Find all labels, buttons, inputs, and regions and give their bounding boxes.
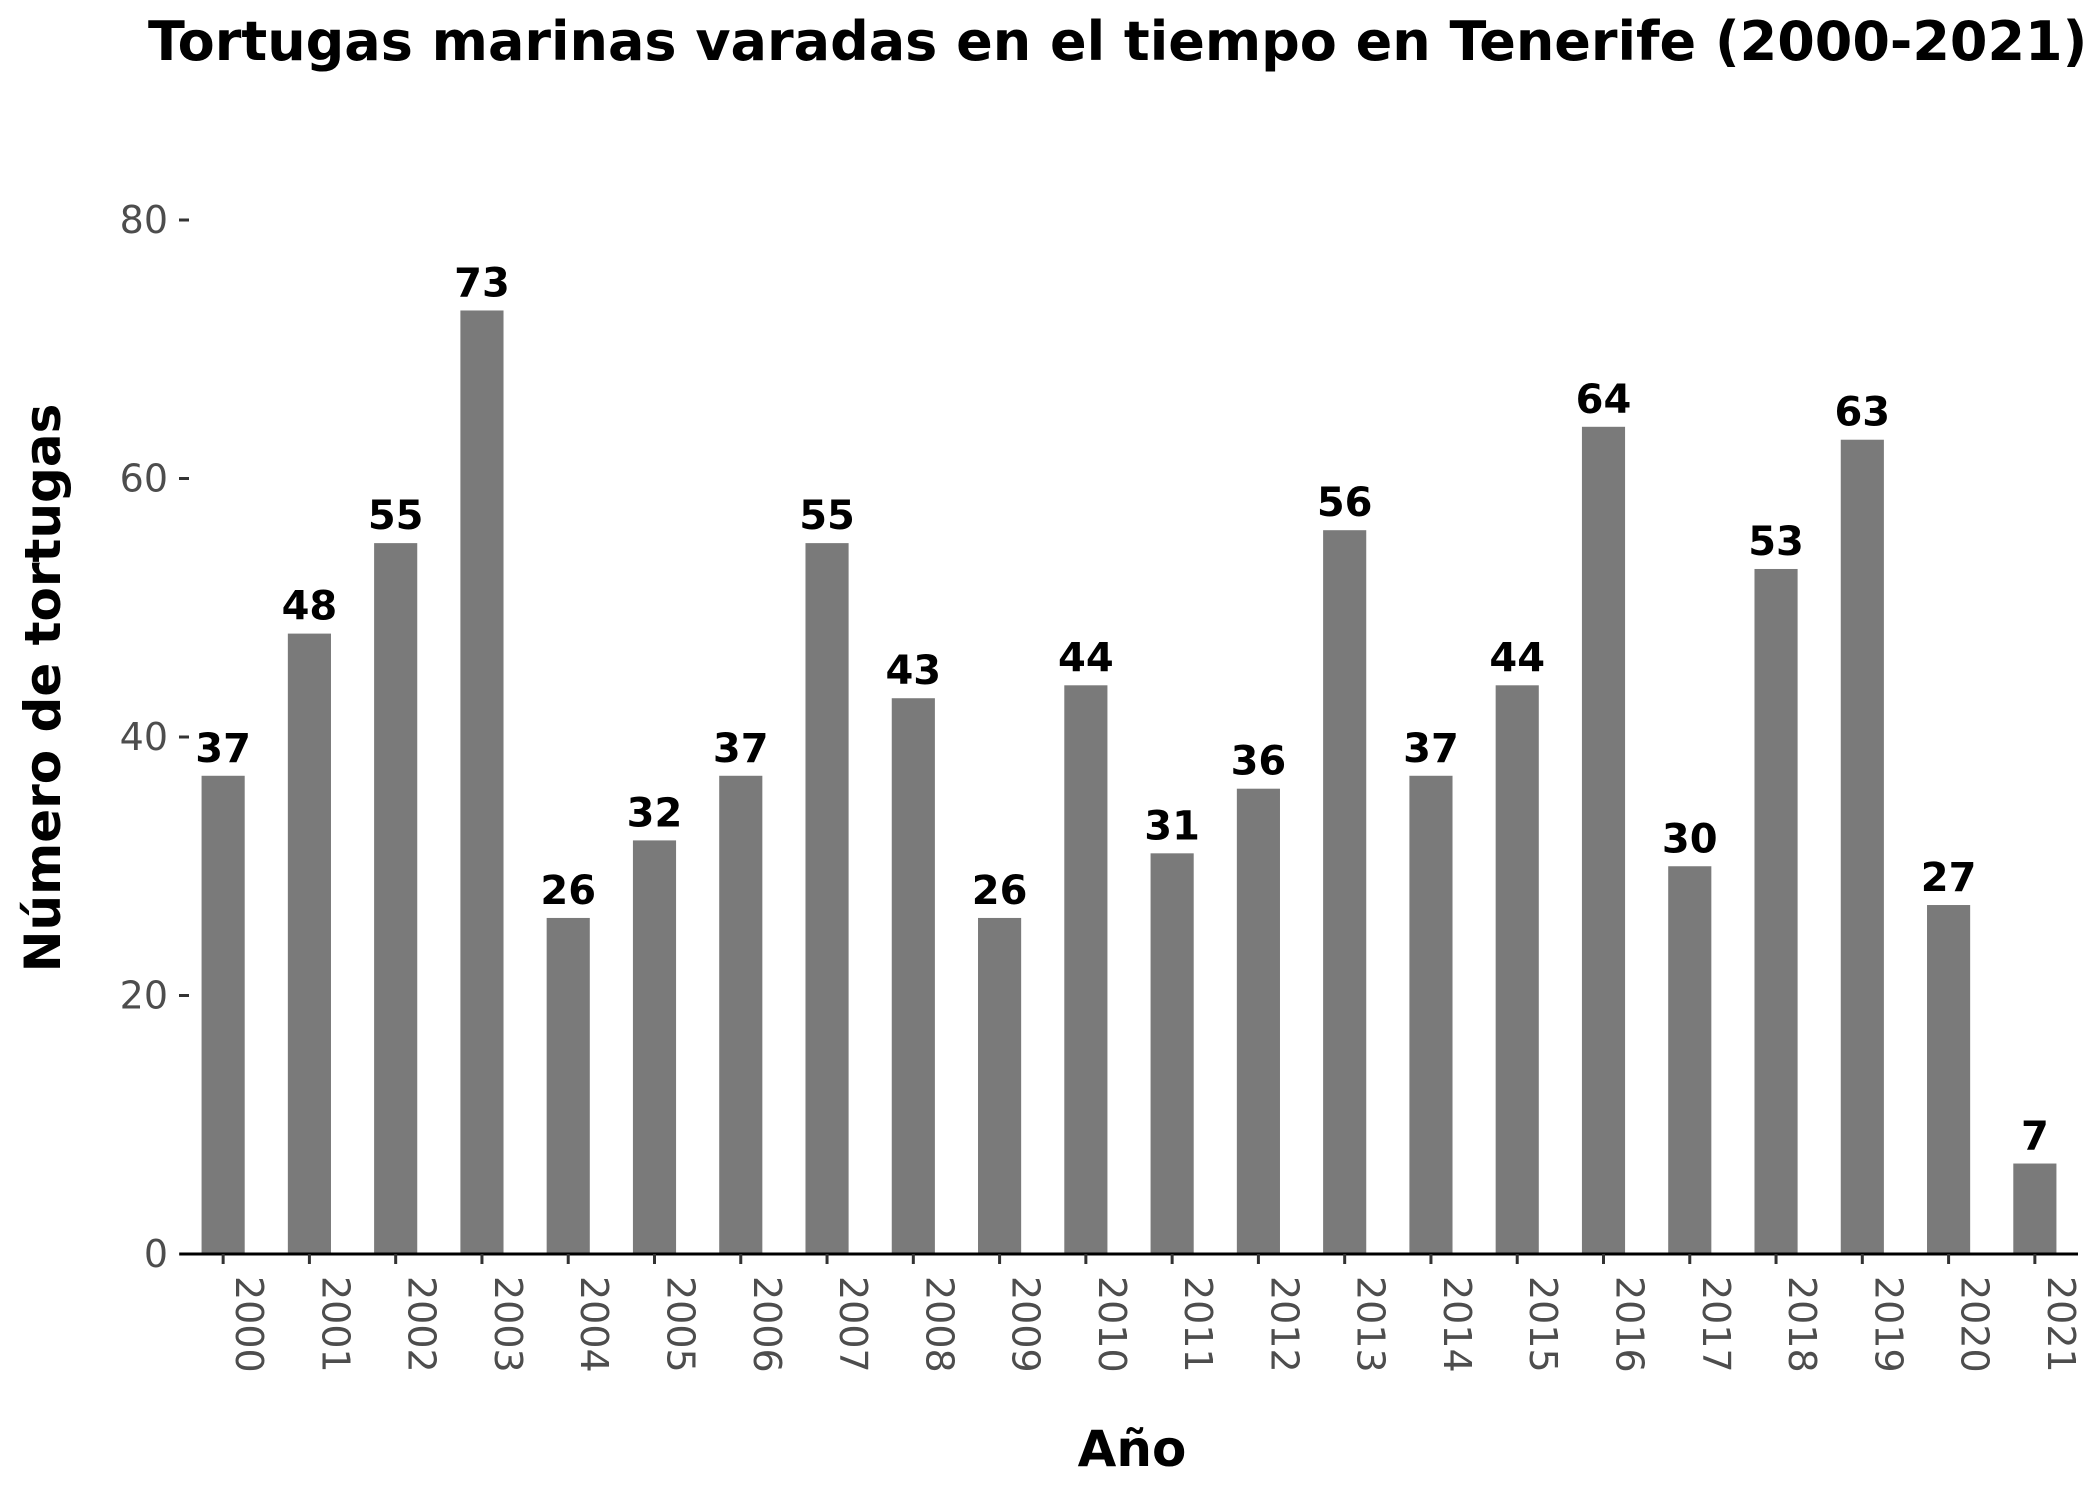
x-tick-label: 2020 bbox=[1953, 1276, 1997, 1373]
data-label: 63 bbox=[1834, 390, 1890, 436]
data-labels-group: 37 48 55 73 26 32 37 55 43 26 44 31 36 56 37 44 64 30 53 63… bbox=[195, 260, 2048, 1159]
bar bbox=[719, 775, 763, 1254]
bar bbox=[1150, 853, 1194, 1254]
bar bbox=[1236, 788, 1280, 1254]
x-tick-label: 2012 bbox=[1262, 1276, 1306, 1373]
x-tick-label: 2017 bbox=[1694, 1276, 1738, 1373]
bar bbox=[1927, 905, 1971, 1254]
x-tick-label: 2018 bbox=[1780, 1276, 1824, 1373]
bar bbox=[201, 775, 245, 1254]
y-axis: 0 20 40 60 80 bbox=[120, 198, 189, 1276]
data-label: 27 bbox=[1921, 855, 1977, 901]
x-tick-label: 2005 bbox=[659, 1276, 703, 1373]
data-label: 36 bbox=[1231, 739, 1287, 785]
data-label: 37 bbox=[713, 726, 769, 772]
bar bbox=[1581, 426, 1626, 1254]
bar bbox=[374, 543, 418, 1254]
data-label: 26 bbox=[972, 868, 1028, 914]
x-tick-label: 2021 bbox=[2039, 1276, 2083, 1373]
bar bbox=[1323, 530, 1367, 1254]
data-label: 53 bbox=[1748, 519, 1804, 565]
data-label: 55 bbox=[799, 493, 855, 539]
x-tick-label: 2003 bbox=[486, 1276, 530, 1373]
x-tick-label: 2010 bbox=[1090, 1276, 1134, 1373]
data-label: 44 bbox=[1489, 635, 1545, 681]
data-label: 64 bbox=[1576, 377, 1632, 423]
bar bbox=[1840, 439, 1884, 1255]
x-axis: 2000 2001 2002 2003 2004 2005 2006 2007 2008 2009… bbox=[221, 1254, 2083, 1373]
bars-group bbox=[201, 310, 2057, 1255]
x-tick-label: 2001 bbox=[313, 1276, 357, 1373]
x-tick-label: 2019 bbox=[1866, 1276, 1910, 1373]
y-axis-title: Número de tortugas bbox=[14, 404, 72, 973]
data-label: 7 bbox=[2021, 1114, 2049, 1160]
data-label: 44 bbox=[1058, 635, 1114, 681]
x-tick-label: 2015 bbox=[1521, 1276, 1565, 1373]
bar bbox=[1754, 568, 1798, 1254]
data-label: 37 bbox=[195, 726, 251, 772]
data-label: 31 bbox=[1144, 803, 1200, 849]
bar bbox=[460, 310, 504, 1255]
x-tick-label: 2014 bbox=[1435, 1276, 1479, 1373]
y-tick-label: 20 bbox=[120, 974, 168, 1018]
y-tick-label: 40 bbox=[120, 715, 168, 759]
data-label: 56 bbox=[1317, 480, 1373, 526]
bar bbox=[1495, 685, 1539, 1254]
bar bbox=[632, 840, 677, 1254]
x-tick-label: 2007 bbox=[831, 1276, 875, 1373]
x-tick-label: 2008 bbox=[917, 1276, 961, 1373]
bar bbox=[546, 917, 590, 1254]
bar bbox=[287, 633, 331, 1254]
data-label: 43 bbox=[885, 648, 941, 694]
x-axis-title: Año bbox=[1078, 1420, 1187, 1478]
data-label: 55 bbox=[368, 493, 424, 539]
y-tick-label: 60 bbox=[120, 457, 168, 501]
x-tick-label: 2004 bbox=[572, 1276, 616, 1373]
chart-title: Tortugas marinas varadas en el tiempo en… bbox=[148, 10, 2087, 73]
data-label: 26 bbox=[540, 868, 596, 914]
data-label: 30 bbox=[1662, 816, 1718, 862]
x-tick-label: 2013 bbox=[1349, 1276, 1393, 1373]
y-tick-label: 80 bbox=[120, 198, 168, 242]
data-label: 37 bbox=[1403, 726, 1459, 772]
x-tick-label: 2002 bbox=[400, 1276, 444, 1373]
x-tick-label: 2011 bbox=[1176, 1276, 1220, 1373]
data-label: 73 bbox=[454, 260, 510, 306]
bar bbox=[978, 917, 1022, 1254]
bar bbox=[1409, 775, 1453, 1254]
bar bbox=[805, 543, 849, 1254]
bar bbox=[891, 698, 935, 1254]
bar bbox=[1064, 685, 1108, 1254]
bar bbox=[1668, 866, 1712, 1254]
data-label: 48 bbox=[282, 584, 338, 630]
data-label: 32 bbox=[627, 790, 683, 836]
x-tick-label: 2016 bbox=[1608, 1276, 1652, 1373]
bar bbox=[2013, 1163, 2057, 1254]
x-tick-label: 2009 bbox=[1004, 1276, 1048, 1373]
y-tick-label: 0 bbox=[144, 1232, 168, 1276]
x-tick-label: 2006 bbox=[745, 1276, 789, 1373]
x-tick-label: 2000 bbox=[227, 1276, 271, 1373]
